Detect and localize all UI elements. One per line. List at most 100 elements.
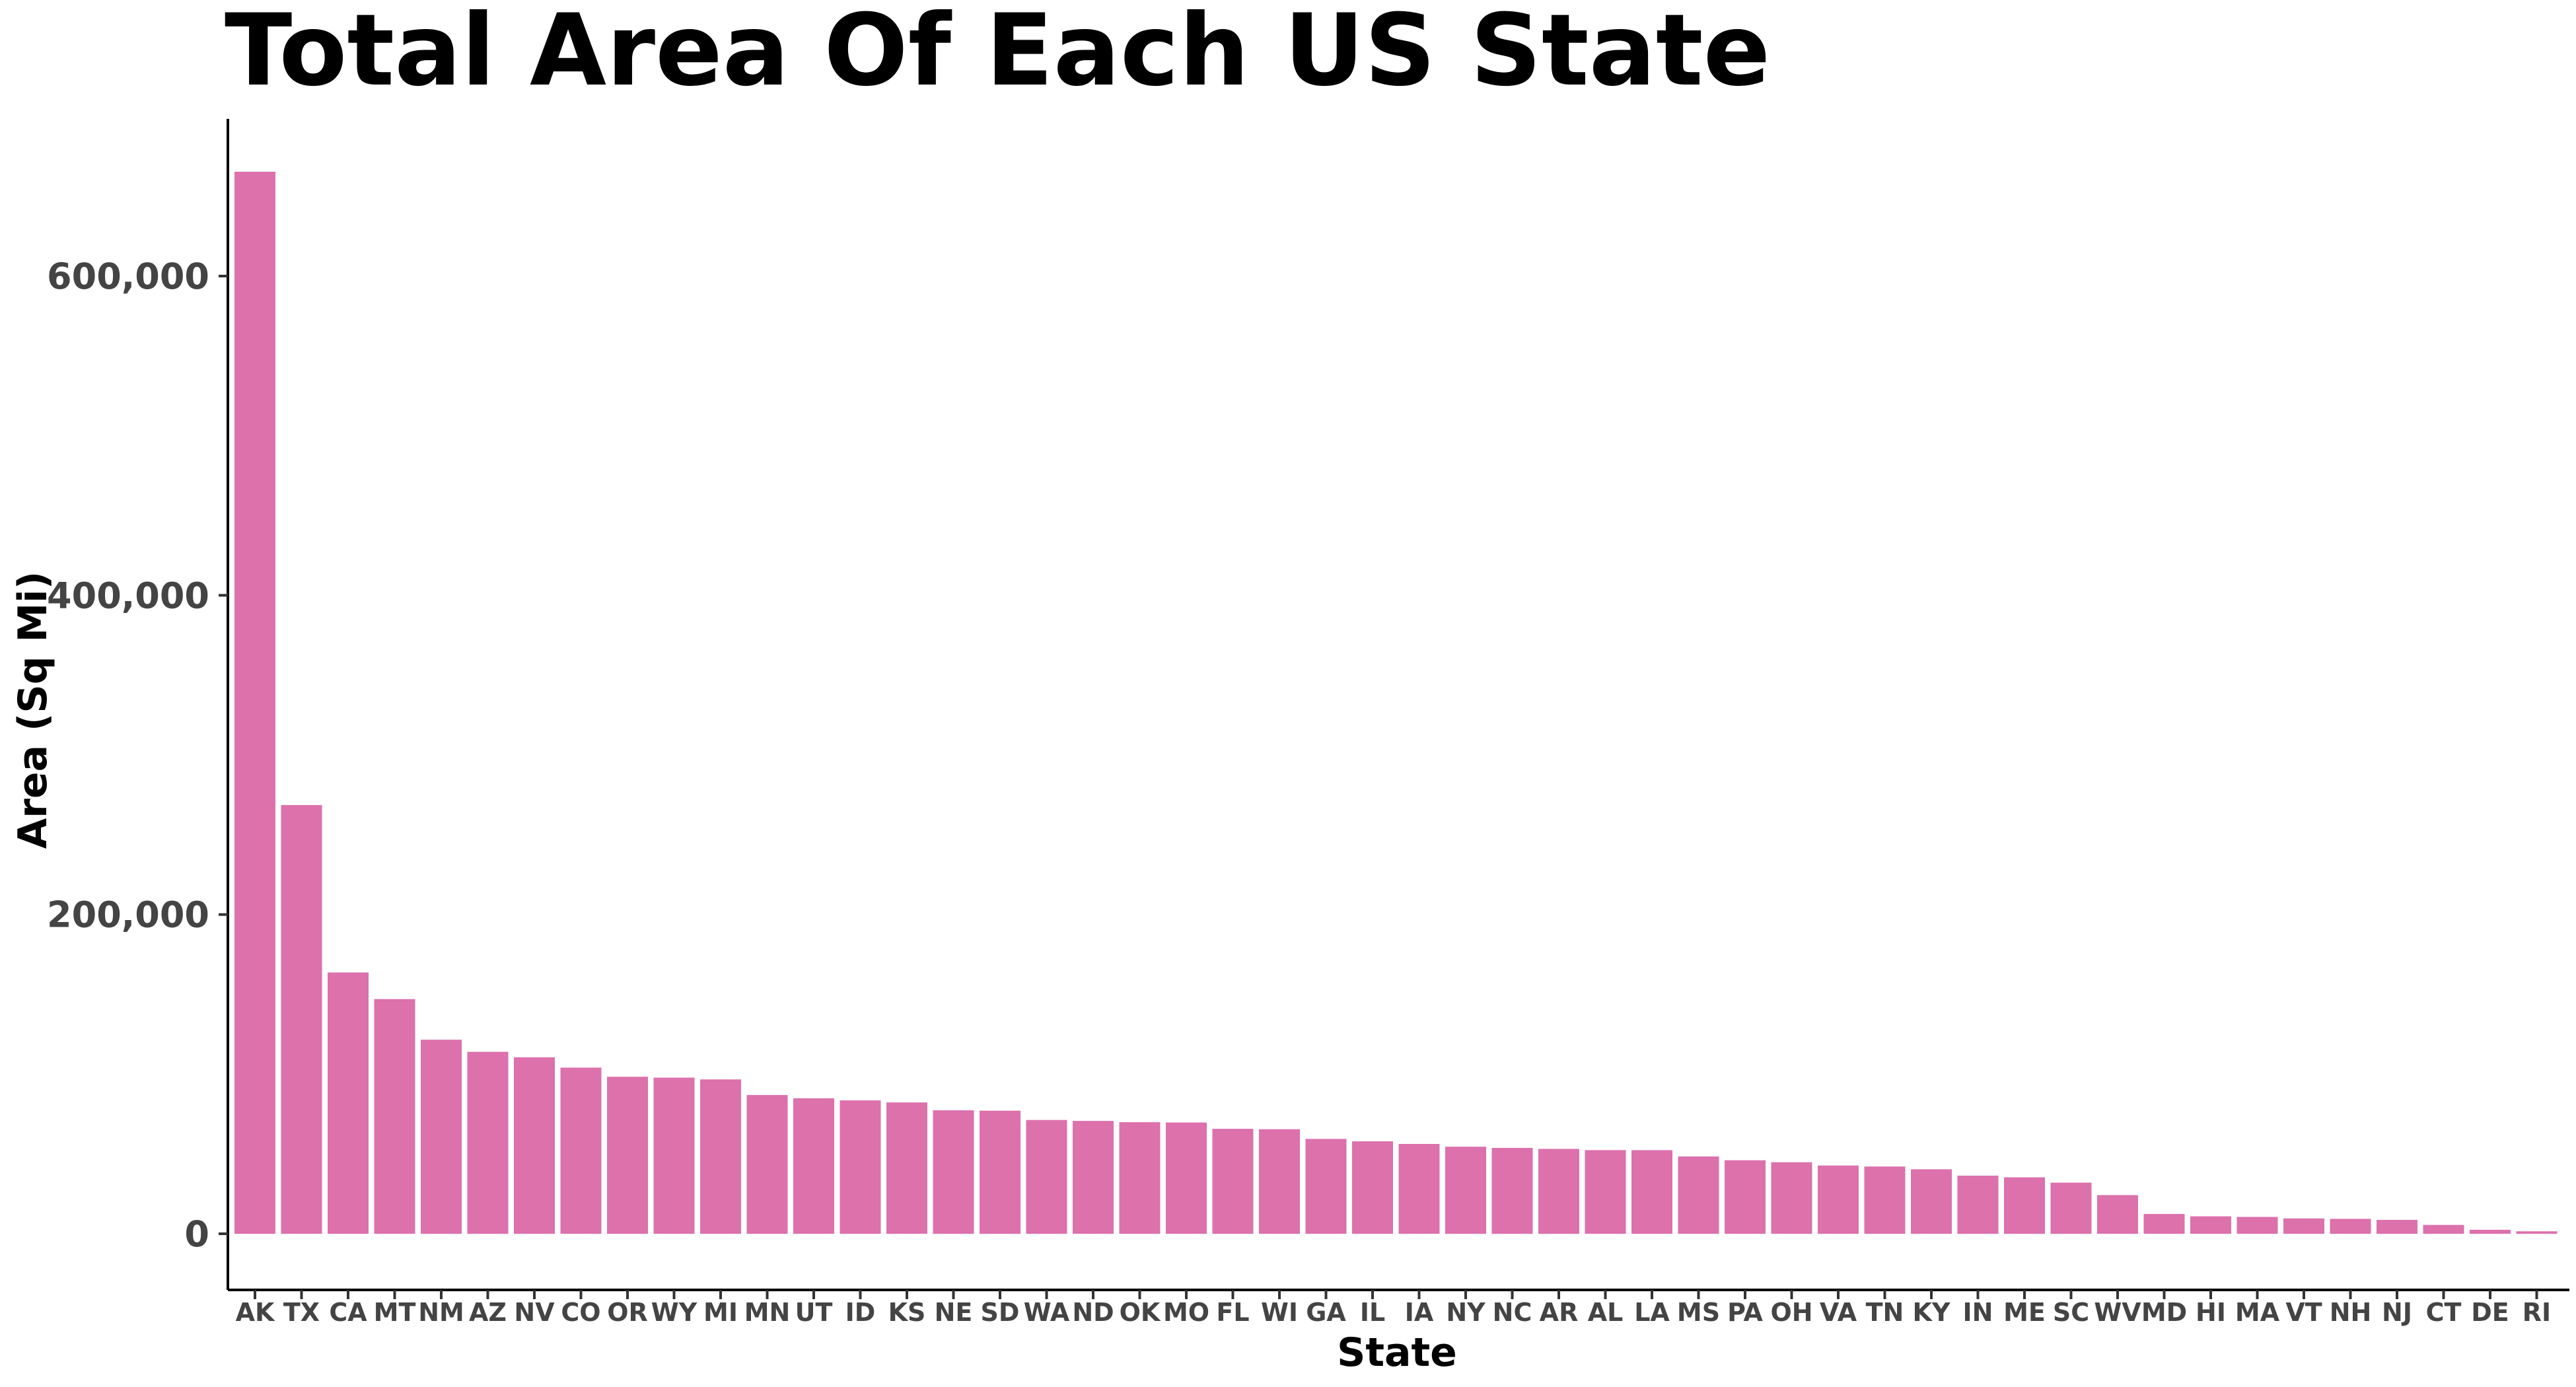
bar-ms [1678, 1156, 1719, 1234]
x-tick-label: MD [2141, 1298, 2187, 1327]
x-tick-label: WA [1024, 1298, 1070, 1327]
bar-sc [2050, 1182, 2092, 1234]
bar-md [2143, 1214, 2185, 1234]
x-tick-label: ME [2003, 1298, 2046, 1327]
bar-nh [2330, 1219, 2371, 1234]
x-tick-label: SD [981, 1298, 1020, 1327]
x-axis-ticks: AK TX CA MT NM AZ NV CO OR WY MI MN UT ID KS NE SD WA ND OK… [236, 1290, 2551, 1327]
bar-wv [2097, 1195, 2138, 1234]
bar-il [1352, 1141, 1393, 1234]
bar-me [2004, 1177, 2045, 1234]
x-tick-label: MN [744, 1298, 791, 1327]
x-tick-label: ID [845, 1298, 876, 1327]
bar-ct [2423, 1225, 2464, 1234]
bar-nv [514, 1057, 555, 1234]
x-tick-label: AL [1588, 1298, 1624, 1327]
x-tick-label: TX [283, 1298, 320, 1327]
bar-wy [653, 1077, 695, 1234]
bar-hi [2190, 1216, 2231, 1234]
x-tick-label: NM [418, 1298, 464, 1327]
x-tick-label: AZ [469, 1298, 507, 1327]
x-axis-title: State [1337, 1330, 1457, 1376]
bar-ak [234, 171, 275, 1234]
bar-wi [1259, 1129, 1300, 1234]
x-tick-label: GA [1306, 1298, 1346, 1327]
x-tick-label: NY [1446, 1298, 1485, 1327]
x-tick-label: CO [561, 1298, 600, 1327]
x-tick-label: NE [935, 1298, 973, 1327]
bar-ri [2516, 1231, 2558, 1234]
x-tick-label: OK [1120, 1298, 1161, 1327]
x-tick-label: WV [2094, 1298, 2141, 1327]
x-tick-label: HI [2196, 1298, 2226, 1327]
bar-vt [2283, 1218, 2324, 1234]
x-tick-label: NV [514, 1298, 555, 1327]
bar-wa [1026, 1120, 1067, 1234]
bar-ut [793, 1098, 834, 1234]
bar-nd [1073, 1121, 1114, 1234]
bar-co [560, 1067, 602, 1234]
bars-group [234, 171, 2558, 1234]
x-tick-label: TN [1866, 1298, 1904, 1327]
bar-va [1818, 1165, 1859, 1234]
x-tick-label: KY [1913, 1298, 1950, 1327]
bar-de [2470, 1229, 2511, 1234]
y-axis-ticks: 0 200,000 400,000 600,000 [47, 256, 228, 1255]
x-tick-label: VT [2285, 1298, 2322, 1327]
x-tick-label: LA [1634, 1298, 1670, 1327]
bar-id [840, 1100, 881, 1234]
x-tick-label: MO [1163, 1298, 1209, 1327]
x-tick-label: VA [1820, 1298, 1857, 1327]
bar-ma [2236, 1217, 2278, 1234]
x-tick-label: UT [795, 1298, 833, 1327]
bar-mo [1166, 1122, 1207, 1234]
bar-mi [700, 1079, 741, 1234]
x-tick-label: WI [1261, 1298, 1298, 1327]
x-tick-label: OR [607, 1298, 648, 1327]
x-tick-label: IA [1405, 1298, 1434, 1327]
y-tick-label: 400,000 [47, 575, 209, 616]
x-tick-label: ND [1072, 1298, 1114, 1327]
x-tick-label: KS [888, 1298, 926, 1327]
x-tick-label: MA [2235, 1298, 2280, 1327]
bar-ny [1445, 1147, 1486, 1234]
bar-or [607, 1077, 648, 1234]
y-tick-label: 0 [184, 1213, 209, 1255]
bar-ok [1119, 1122, 1161, 1234]
bar-mn [746, 1094, 788, 1234]
bar-ga [1305, 1139, 1347, 1234]
bar-tn [1864, 1166, 1906, 1234]
bar-al [1585, 1150, 1626, 1234]
x-tick-label: NH [2330, 1298, 2372, 1327]
x-tick-label: CT [2426, 1298, 2462, 1327]
bar-ar [1538, 1149, 1579, 1234]
bar-ky [1911, 1169, 1952, 1234]
bar-in [1957, 1175, 1999, 1234]
bar-la [1631, 1150, 1672, 1234]
bar-oh [1771, 1162, 1812, 1234]
x-tick-label: IN [1963, 1298, 1993, 1327]
bar-ca [328, 972, 369, 1234]
y-tick-label: 200,000 [47, 894, 209, 936]
bar-nj [2377, 1219, 2417, 1234]
x-tick-label: IL [1360, 1298, 1385, 1327]
x-tick-label: SC [2053, 1298, 2089, 1327]
bar-tx [281, 804, 322, 1234]
x-tick-label: WY [651, 1298, 698, 1327]
x-tick-label: MI [703, 1298, 738, 1327]
bar-nm [421, 1040, 462, 1234]
bar-ia [1398, 1144, 1440, 1234]
x-tick-label: AR [1540, 1298, 1579, 1327]
x-tick-label: NC [1493, 1298, 1532, 1327]
bar-pa [1725, 1160, 1766, 1234]
y-tick-label: 600,000 [47, 256, 209, 297]
x-tick-label: DE [2471, 1298, 2509, 1327]
x-tick-label: RI [2522, 1298, 2551, 1327]
y-axis-title: Area (Sq Mi) [10, 571, 56, 849]
chart-title: Total Area Of Each US State [225, 0, 1770, 108]
x-tick-label: OH [1770, 1298, 1812, 1327]
x-tick-label: PA [1727, 1298, 1763, 1327]
bar-ks [886, 1102, 927, 1234]
bar-nc [1491, 1147, 1533, 1234]
